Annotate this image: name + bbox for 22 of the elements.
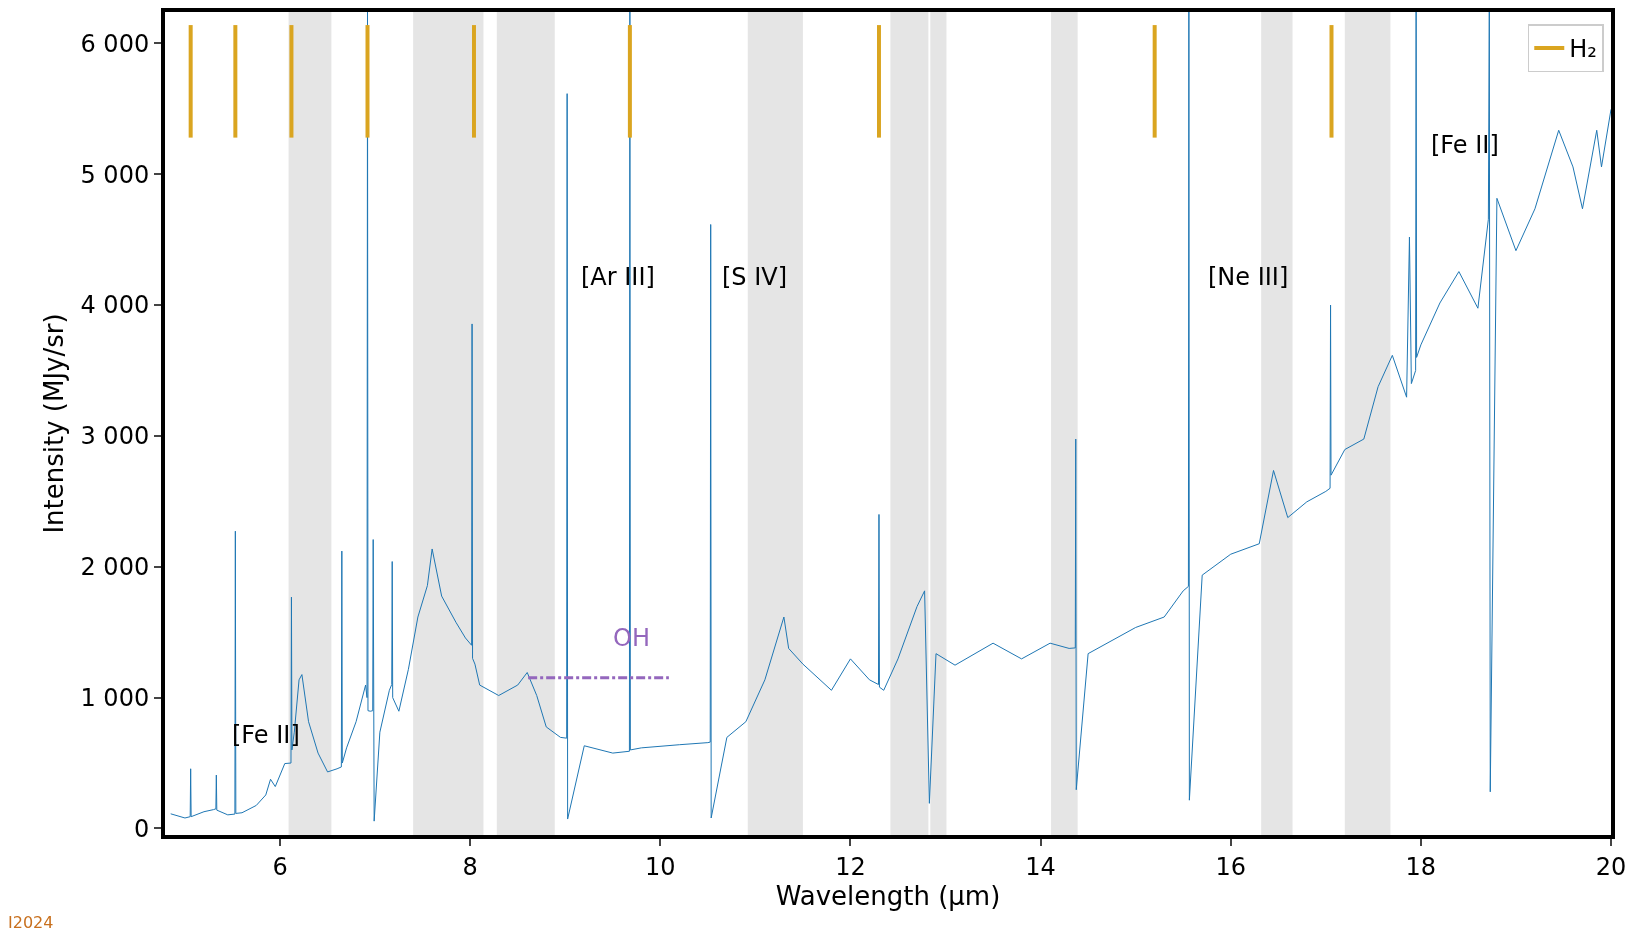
y-tick-label: 3 000 <box>80 422 150 451</box>
y-tick-label: 4 000 <box>80 291 150 320</box>
text: I2024 <box>8 913 54 930</box>
y-axis-title: Intensity (MJy/sr) <box>39 313 70 534</box>
x-tick-label: 16 <box>1215 852 1246 881</box>
annotation: [S IV] <box>722 263 788 291</box>
x-tick-label: 12 <box>835 852 866 881</box>
y-tick-label: 6 000 <box>80 29 150 58</box>
legend-label: H₂ <box>1569 35 1597 64</box>
x-axis-title: Wavelength (μm) <box>775 881 1001 911</box>
x-tick-label: 14 <box>1025 852 1056 881</box>
x-tick-label: 20 <box>1595 852 1627 881</box>
x-tick-label: 6 <box>272 852 288 881</box>
line-series <box>170 12 1611 822</box>
y-tick-label: 5 000 <box>80 160 150 189</box>
x-tick-label: 8 <box>462 852 478 881</box>
y-tick-label: 2 000 <box>80 553 150 582</box>
y-tick-label: 1 000 <box>80 684 150 713</box>
annotation: [Ne III] <box>1208 263 1289 291</box>
x-tick-label: 10 <box>645 852 676 881</box>
x-tick-label: 18 <box>1405 852 1437 881</box>
y-tick-label: 0 <box>133 814 150 843</box>
